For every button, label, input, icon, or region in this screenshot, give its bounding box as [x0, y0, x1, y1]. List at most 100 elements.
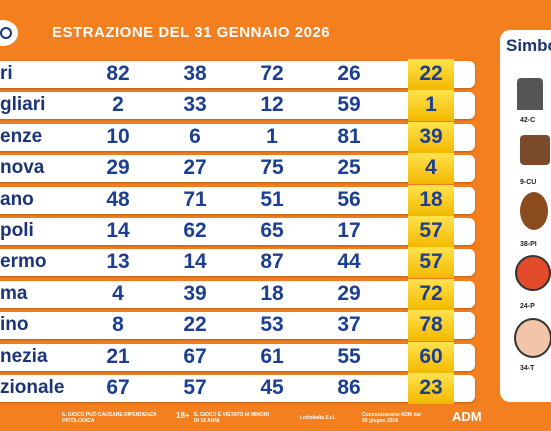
gold-cell [408, 373, 454, 404]
table-row: nova 29 27 75 25 4 [0, 153, 475, 185]
drawn-number: 27 [183, 156, 207, 180]
drawn-number: 81 [337, 124, 361, 148]
drawn-number: 33 [183, 93, 207, 117]
gold-cell [408, 278, 454, 310]
drawn-number: 29 [337, 281, 361, 305]
drawn-number: 18 [260, 281, 284, 305]
panel-item: 38-PI [520, 241, 537, 248]
drawn-number: 22 [183, 313, 207, 337]
drawn-number: 44 [337, 250, 361, 274]
drawn-number: 48 [106, 187, 130, 211]
footer-concession: Concessionario ADM dal 30 giugno 2016 [362, 412, 421, 424]
footer-adm: ADM [452, 409, 482, 424]
drawn-number: 12 [260, 93, 284, 117]
footer-warning: IL GIOCO PUÒ CAUSARE DIPENDENZA PATOLOGI… [62, 412, 157, 424]
table-row: ri 82 38 72 26 22 [0, 59, 475, 90]
gold-cell [408, 341, 454, 373]
extra-number: 60 [419, 344, 443, 368]
drawn-number: 71 [183, 187, 207, 211]
drawn-number: 72 [260, 62, 284, 85]
drawn-number: 57 [183, 376, 207, 399]
extra-number: 72 [419, 281, 443, 305]
drawn-number: 53 [260, 313, 284, 337]
wheel-name: gliari [0, 94, 46, 116]
gold-cell [408, 90, 454, 122]
table-row: ma 4 39 18 29 72 [0, 278, 475, 310]
drawn-number: 67 [183, 344, 207, 368]
drawn-number: 29 [106, 156, 130, 180]
drawn-number: 55 [337, 344, 361, 368]
drawn-number: 51 [260, 187, 284, 211]
extra-number: 18 [419, 187, 443, 211]
extra-number: 4 [425, 156, 437, 180]
wheel-name: poli [0, 220, 34, 241]
drawn-number: 8 [112, 313, 124, 337]
extra-number: 39 [419, 124, 443, 148]
wheel-name: ermo [0, 251, 47, 273]
panel-item: 24-P [520, 303, 535, 310]
title: ESTRAZIONE DEL 31 GENNAIO 2026 [52, 24, 331, 41]
gold-cell [408, 184, 454, 216]
wheel-name: enze [0, 125, 43, 147]
extra-number: 22 [419, 62, 443, 85]
extra-number: 23 [419, 376, 443, 399]
table-row: ano 48 71 51 56 18 [0, 184, 475, 216]
drawn-number: 2 [112, 93, 124, 117]
drawn-number: 65 [260, 219, 284, 242]
drawn-number: 59 [337, 93, 361, 117]
gold-cell [408, 216, 454, 247]
gold-cell [408, 310, 454, 342]
table-row: ino 8 22 53 37 78 [0, 310, 475, 342]
drawn-number: 14 [106, 219, 130, 242]
panel-item: 42-C [520, 117, 536, 124]
drawn-number: 21 [106, 344, 130, 368]
wheel-name: ma [0, 282, 28, 304]
drawn-number: 82 [106, 62, 130, 85]
wheel-name: zionale [0, 377, 65, 398]
drawn-number: 4 [112, 281, 124, 305]
footer-age: 18+ [176, 411, 190, 420]
table-row: zionale 67 57 45 86 23 [0, 373, 475, 404]
drawn-number: 67 [106, 376, 130, 399]
footer-minors: IL GIOCO È VIETATO AI MINORI DI 18 ANNI [194, 412, 270, 424]
table-row: poli 14 62 65 17 57 [0, 216, 475, 247]
logo-ring [0, 27, 12, 39]
footer-company: Lottoitalia S.r.l. [300, 415, 336, 421]
icon-chestnut [520, 192, 548, 230]
drawn-number: 26 [337, 62, 361, 85]
icon-pizza [515, 255, 551, 291]
drawn-number: 39 [183, 281, 207, 305]
drawn-number: 14 [183, 250, 207, 274]
table-row: nezia 21 67 61 55 60 [0, 341, 475, 373]
table-row: enze 10 6 1 81 39 [0, 121, 475, 153]
drawn-number: 61 [260, 344, 284, 368]
drawn-number: 13 [106, 250, 130, 274]
drawn-number: 10 [106, 124, 130, 148]
drawn-number: 75 [260, 156, 284, 180]
drawn-number: 25 [337, 156, 361, 180]
drawn-number: 62 [183, 219, 207, 242]
drawn-number: 17 [337, 219, 361, 242]
logo [0, 20, 18, 46]
panel-item: 9-CU [520, 179, 537, 186]
icon-hat [517, 78, 543, 110]
wheel-name: ri [0, 63, 13, 84]
drawn-number: 6 [189, 124, 201, 148]
wheel-name: nova [0, 157, 45, 179]
drawn-number: 87 [260, 250, 284, 274]
drawn-number: 86 [337, 376, 361, 399]
table-row: ermo 13 14 87 44 57 [0, 247, 475, 279]
panel-item: 34-T [520, 365, 535, 372]
wheel-name: ino [0, 314, 29, 336]
icon-cake [520, 135, 550, 165]
gold-cell [408, 59, 454, 90]
gold-cell [408, 247, 454, 279]
wheel-name: ano [0, 188, 34, 210]
wheel-name: nezia [0, 345, 48, 367]
gold-cell [408, 121, 454, 153]
icon-head [514, 318, 551, 358]
drawn-number: 37 [337, 313, 361, 337]
table-row: gliari 2 33 12 59 1 [0, 90, 475, 122]
extra-number: 57 [419, 250, 443, 274]
